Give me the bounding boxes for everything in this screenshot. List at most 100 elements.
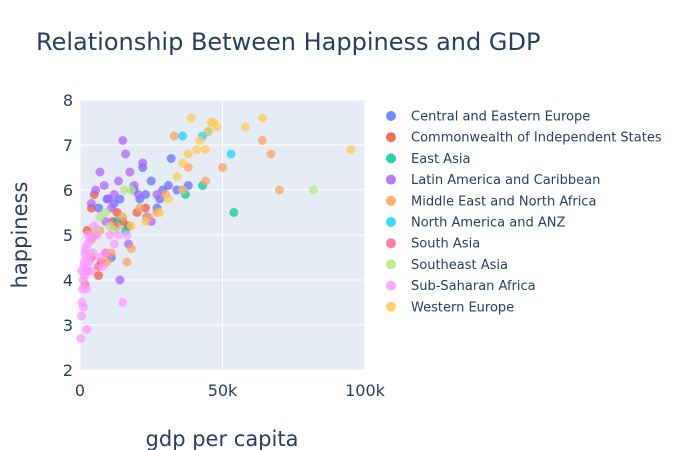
legend-marker[interactable] xyxy=(386,174,396,185)
data-point[interactable] xyxy=(77,266,87,276)
legend-label[interactable]: Latin America and Caribbean xyxy=(411,173,600,188)
data-point[interactable] xyxy=(172,172,182,181)
data-point[interactable] xyxy=(178,158,188,168)
data-point[interactable] xyxy=(101,248,111,258)
legend-marker[interactable] xyxy=(386,217,396,227)
data-point[interactable] xyxy=(212,122,222,132)
data-point[interactable] xyxy=(126,221,136,231)
data-point[interactable] xyxy=(122,257,132,267)
data-point[interactable] xyxy=(84,257,94,267)
legend-label[interactable]: South Asia xyxy=(411,237,480,252)
data-point[interactable] xyxy=(98,262,108,271)
legend-marker[interactable] xyxy=(386,301,396,312)
data-point[interactable] xyxy=(109,190,119,199)
legend-label[interactable]: Southeast Asia xyxy=(411,258,508,273)
legend-label[interactable]: Middle East and North Africa xyxy=(411,194,596,209)
data-point[interactable] xyxy=(82,325,92,334)
data-point[interactable] xyxy=(99,181,109,190)
data-point[interactable] xyxy=(88,248,98,258)
data-point[interactable] xyxy=(118,136,128,145)
data-point[interactable] xyxy=(133,190,143,199)
y-tick-label: 2 xyxy=(63,361,73,380)
legend-marker[interactable] xyxy=(386,111,396,121)
data-point[interactable] xyxy=(178,185,188,195)
data-point[interactable] xyxy=(82,284,92,294)
data-point[interactable] xyxy=(240,122,250,132)
data-point[interactable] xyxy=(76,311,86,321)
data-point[interactable] xyxy=(138,158,148,168)
data-point[interactable] xyxy=(218,163,227,172)
legend-label[interactable]: East Asia xyxy=(411,152,470,167)
data-point[interactable] xyxy=(146,176,156,186)
data-point[interactable] xyxy=(163,194,173,204)
data-point[interactable] xyxy=(115,275,125,285)
data-point[interactable] xyxy=(126,244,136,253)
data-point[interactable] xyxy=(309,185,319,195)
data-point[interactable] xyxy=(89,221,99,231)
data-point[interactable] xyxy=(266,149,276,159)
data-point[interactable] xyxy=(109,239,119,249)
data-point[interactable] xyxy=(183,149,193,159)
data-point[interactable] xyxy=(95,167,105,177)
legend: Central and Eastern Europe Commonwealth o… xyxy=(386,110,662,315)
legend-marker[interactable] xyxy=(386,153,396,164)
data-point[interactable] xyxy=(155,208,165,217)
legend-marker[interactable] xyxy=(386,195,396,206)
legend-marker[interactable] xyxy=(386,238,396,249)
legend-label[interactable]: North America and ANZ xyxy=(411,216,565,231)
data-point[interactable] xyxy=(203,127,213,136)
legend-marker[interactable] xyxy=(386,132,396,143)
data-point[interactable] xyxy=(163,181,173,190)
data-point[interactable] xyxy=(229,208,239,217)
data-point[interactable] xyxy=(78,302,88,312)
y-axis-title: happiness xyxy=(8,182,32,289)
legend-label[interactable]: Commonwealth of Independent States xyxy=(411,131,662,146)
legend-marker[interactable] xyxy=(386,259,396,270)
series-sub-saharan-africa xyxy=(76,221,132,343)
data-point[interactable] xyxy=(141,217,151,226)
data-point[interactable] xyxy=(169,131,179,141)
data-point[interactable] xyxy=(121,149,131,159)
series-middle-east-and-north-africa xyxy=(86,131,284,267)
x-tick-label: 50k xyxy=(208,381,238,400)
legend-marker[interactable] xyxy=(386,280,396,291)
data-point[interactable] xyxy=(178,131,188,141)
data-point[interactable] xyxy=(118,212,128,222)
data-point[interactable] xyxy=(91,185,101,195)
data-point[interactable] xyxy=(192,145,202,154)
data-point[interactable] xyxy=(85,235,95,244)
y-axis-ticks: 2 3 4 5 6 7 8 xyxy=(63,91,73,380)
data-point[interactable] xyxy=(346,145,356,154)
data-point[interactable] xyxy=(257,113,267,123)
data-point[interactable] xyxy=(118,298,128,307)
data-point[interactable] xyxy=(92,230,102,240)
data-point[interactable] xyxy=(113,230,123,240)
data-point[interactable] xyxy=(135,203,145,213)
data-point[interactable] xyxy=(195,136,205,145)
data-point[interactable] xyxy=(152,190,162,199)
data-point[interactable] xyxy=(257,136,267,145)
data-point[interactable] xyxy=(113,176,123,186)
data-point[interactable] xyxy=(94,271,104,280)
data-point[interactable] xyxy=(126,185,136,195)
data-point[interactable] xyxy=(125,167,135,177)
data-point[interactable] xyxy=(200,145,210,154)
legend-label[interactable]: Western Europe xyxy=(411,300,514,315)
data-point[interactable] xyxy=(86,199,96,208)
legend-label[interactable]: Sub-Saharan Africa xyxy=(411,279,536,294)
data-point[interactable] xyxy=(166,154,176,163)
legend-label[interactable]: Central and Eastern Europe xyxy=(411,110,590,125)
data-point[interactable] xyxy=(86,266,96,276)
data-point[interactable] xyxy=(119,185,129,195)
data-point[interactable] xyxy=(275,185,284,195)
data-point[interactable] xyxy=(94,203,104,213)
data-point[interactable] xyxy=(141,190,151,199)
data-point[interactable] xyxy=(101,208,111,217)
data-point[interactable] xyxy=(186,113,196,123)
data-point[interactable] xyxy=(200,176,210,186)
data-point[interactable] xyxy=(76,334,86,343)
data-point[interactable] xyxy=(226,149,236,159)
data-point[interactable] xyxy=(122,230,132,240)
data-point[interactable] xyxy=(105,230,115,240)
y-tick-label: 6 xyxy=(63,181,73,200)
